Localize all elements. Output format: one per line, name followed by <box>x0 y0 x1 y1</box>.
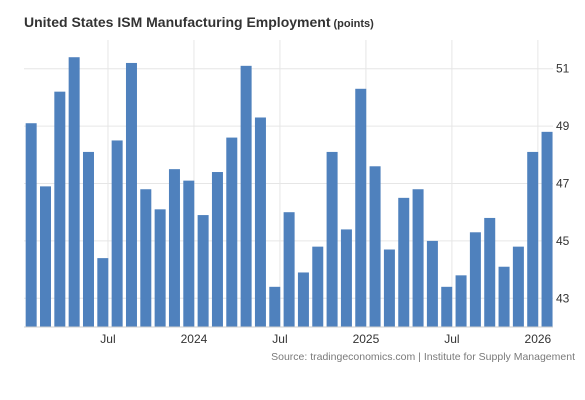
bar <box>25 123 37 327</box>
bar <box>226 137 238 327</box>
bar <box>340 229 352 327</box>
chart-title: United States ISM Manufacturing Employme… <box>24 14 374 30</box>
bar <box>355 88 367 327</box>
bar <box>412 189 424 327</box>
bar <box>484 217 496 327</box>
x-tick-label: 2026 <box>525 332 552 346</box>
y-tick-label: 49 <box>556 119 570 133</box>
bar <box>541 131 553 327</box>
bar <box>398 197 410 327</box>
bar <box>97 258 109 327</box>
bar <box>426 240 438 327</box>
bar <box>312 246 324 327</box>
bar <box>197 215 209 327</box>
bar <box>441 286 453 327</box>
bar <box>527 151 539 327</box>
x-tick-label: Jul <box>100 332 115 346</box>
x-tick-label: 2025 <box>353 332 380 346</box>
bar <box>469 232 481 327</box>
bar <box>183 180 195 327</box>
bar <box>369 166 381 327</box>
bar <box>297 272 309 327</box>
bar <box>211 172 223 327</box>
bar <box>455 275 467 327</box>
bar <box>283 212 295 327</box>
chart-unit: (points) <box>333 18 374 30</box>
chart-title-text: United States ISM Manufacturing Employme… <box>24 14 331 30</box>
x-tick-label: 2024 <box>181 332 208 346</box>
bar <box>154 209 166 327</box>
bar <box>383 249 395 327</box>
source-note: Source: tradingeconomics.com | Institute… <box>271 351 575 363</box>
bar <box>168 169 180 327</box>
bar <box>240 65 252 327</box>
bar <box>254 117 266 328</box>
x-tick-label: Jul <box>272 332 287 346</box>
bar <box>68 57 80 327</box>
bar <box>269 286 281 327</box>
y-tick-label: 47 <box>556 177 570 191</box>
bar <box>111 140 123 327</box>
bar <box>512 246 524 327</box>
bar <box>498 266 510 327</box>
bar <box>82 151 94 327</box>
y-tick-label: 45 <box>556 234 570 248</box>
bar <box>326 151 338 327</box>
y-tick-label: 51 <box>556 62 570 76</box>
bar <box>54 91 66 327</box>
bar <box>125 62 137 328</box>
y-tick-label: 43 <box>556 291 570 305</box>
bar <box>39 186 51 327</box>
x-tick-label: Jul <box>444 332 459 346</box>
bar <box>140 189 152 327</box>
